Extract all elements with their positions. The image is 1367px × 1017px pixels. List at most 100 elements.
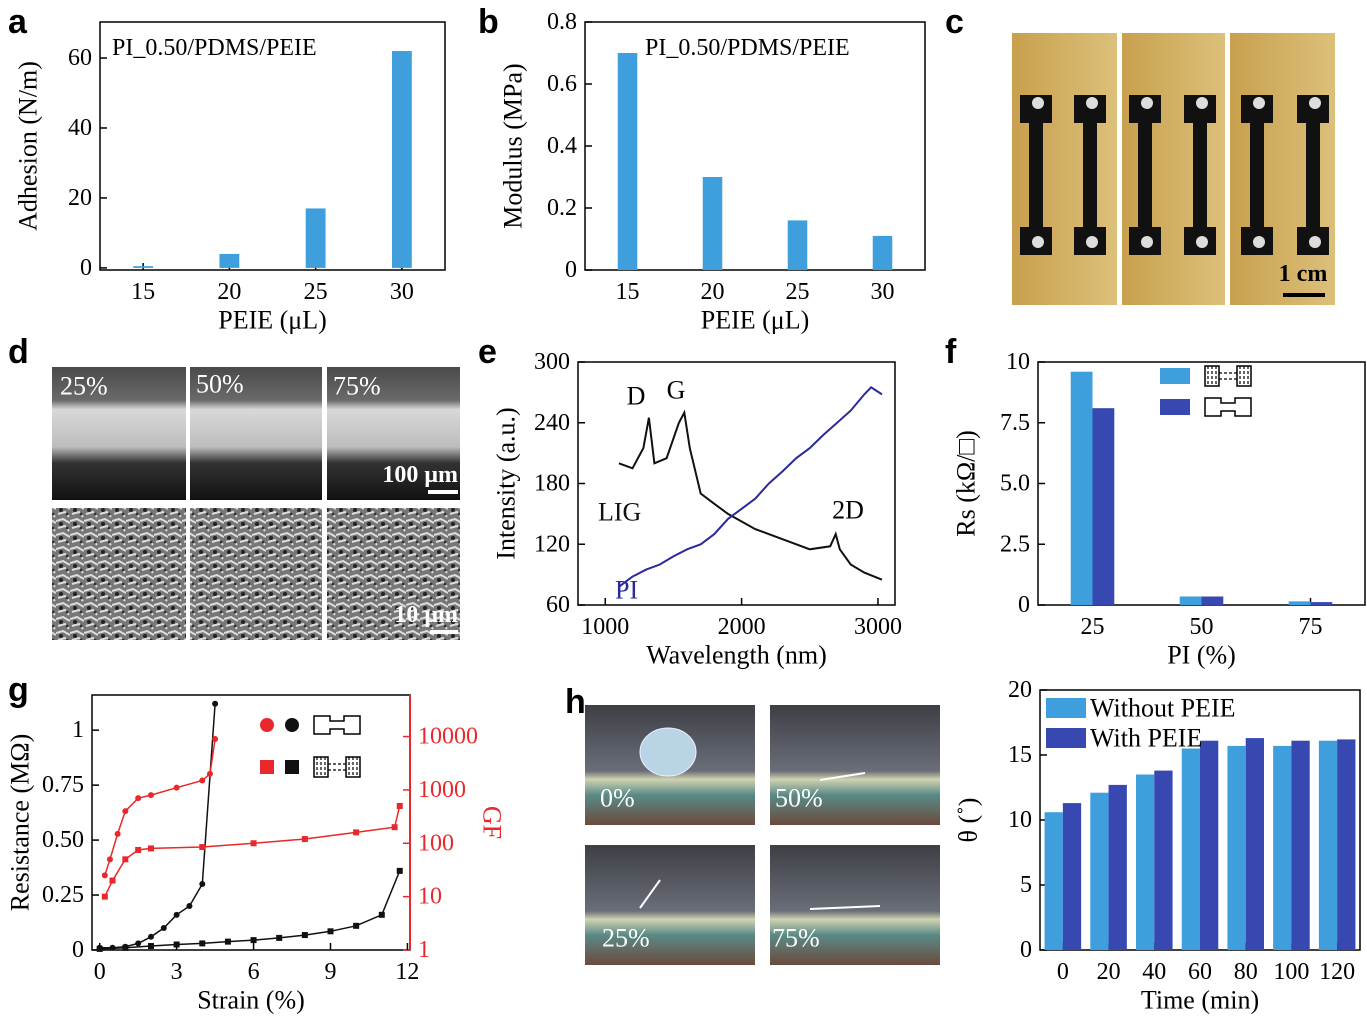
bar <box>787 220 808 270</box>
x-tick-label: 15 <box>616 279 640 305</box>
y-axis-label: Adhesion (N/m) <box>14 61 43 231</box>
y-tick-label: 0 <box>1020 937 1032 963</box>
panel-label: a <box>8 3 28 41</box>
y-tick-label: 60 <box>68 45 92 71</box>
bar <box>1070 371 1093 605</box>
data-point <box>173 784 180 791</box>
photo-strip <box>1122 33 1225 305</box>
data-point <box>199 940 206 947</box>
angle-line <box>819 772 866 781</box>
x-axis-label: PEIE (μL) <box>701 306 810 335</box>
image-label: 50% <box>775 784 823 813</box>
panel-label: b <box>478 3 499 41</box>
contact <box>1196 97 1208 109</box>
bar <box>1200 740 1219 950</box>
annotation: PI_0.50/PDMS/PEIE <box>112 35 317 61</box>
data-point <box>186 903 193 910</box>
bar <box>1062 803 1082 950</box>
droplet-photo <box>770 845 940 965</box>
data-point <box>122 944 129 951</box>
annotation: PI_0.50/PDMS/PEIE <box>645 35 850 61</box>
bar <box>133 266 154 268</box>
data-point <box>396 802 403 809</box>
scale-bar-label: 1 cm <box>1279 261 1328 287</box>
y-tick-label: 5 <box>1020 872 1032 898</box>
plot-frame <box>99 21 446 271</box>
x-axis-label: PEIE (μL) <box>218 306 327 335</box>
data-point <box>173 911 180 918</box>
x-tick-label: 80 <box>1234 959 1258 985</box>
series-label: LIG <box>598 498 641 527</box>
x-axis-label: Time (min) <box>1141 986 1259 1015</box>
data-point <box>391 824 398 831</box>
photo-h: h 0% 50% 25% 75% <box>565 683 940 965</box>
image-label: 25% <box>602 924 650 953</box>
legend-swatch <box>1046 728 1086 748</box>
x-tick-label: 60 <box>1188 959 1212 985</box>
legend-marker <box>260 718 274 732</box>
legend-label: With PEIE <box>1090 724 1202 753</box>
data-point <box>206 770 213 777</box>
x-tick-label: 3000 <box>854 614 902 640</box>
x-tick-label: 120 <box>1319 959 1355 985</box>
x-tick-label: 2000 <box>718 614 766 640</box>
sem-image <box>190 508 322 640</box>
bar <box>1090 792 1109 950</box>
data-line <box>99 703 216 949</box>
data-point <box>109 877 116 884</box>
x-tick-label: 3 <box>171 959 183 985</box>
y-tick-label: 0.8 <box>547 9 577 35</box>
contact <box>1086 97 1098 109</box>
y-tick-label: 60 <box>546 592 570 618</box>
photo-strip <box>1012 33 1117 305</box>
image-label: 0% <box>600 784 635 813</box>
data-point <box>135 846 142 853</box>
bar <box>1108 784 1127 950</box>
y-axis-label: θ (˚) <box>954 798 983 843</box>
data-point <box>276 934 283 941</box>
image-label: 50% <box>196 370 244 399</box>
sem-image <box>52 367 186 500</box>
legend-marker <box>285 718 299 732</box>
data-point <box>301 932 308 939</box>
specimen <box>1074 95 1106 255</box>
specimen <box>1020 95 1052 255</box>
x-tick-label: 25 <box>786 279 810 305</box>
data-line <box>618 409 883 581</box>
legend-marker <box>260 760 274 774</box>
bar <box>1092 408 1115 605</box>
specimen <box>1297 95 1329 255</box>
data-point <box>96 945 103 952</box>
bar <box>1291 740 1310 950</box>
y-tick-label: 40 <box>68 115 92 141</box>
y-tick-label: 0.2 <box>547 195 577 221</box>
data-point <box>224 938 231 945</box>
y-tick-label: 0.75 <box>42 772 84 798</box>
angle-line <box>639 879 661 909</box>
droplet <box>639 727 697 777</box>
sem-image <box>327 367 460 500</box>
data-point <box>122 856 129 863</box>
data-point <box>327 928 334 935</box>
data-point <box>250 840 257 847</box>
x-tick-label: 25 <box>1081 614 1105 640</box>
y-tick-label: 20 <box>1008 677 1032 703</box>
data-point <box>114 830 121 837</box>
panel-label: d <box>8 333 29 371</box>
legend-marker <box>285 760 299 774</box>
y-tick-label: 10 <box>1008 807 1032 833</box>
y-tick-label: 0.50 <box>42 827 84 853</box>
plot-frame <box>91 694 411 951</box>
y2-tick-label: 1 <box>418 937 430 963</box>
bar <box>305 208 326 268</box>
bar <box>1337 739 1356 950</box>
data-point <box>147 943 154 950</box>
y2-tick-label: 10 <box>418 884 442 910</box>
data-point <box>173 941 180 948</box>
data-point <box>396 867 403 874</box>
x-tick-label: 1000 <box>581 614 629 640</box>
bar <box>1044 812 1063 950</box>
legend-swatch <box>1160 399 1190 415</box>
y2-tick-label: 1000 <box>418 777 466 803</box>
